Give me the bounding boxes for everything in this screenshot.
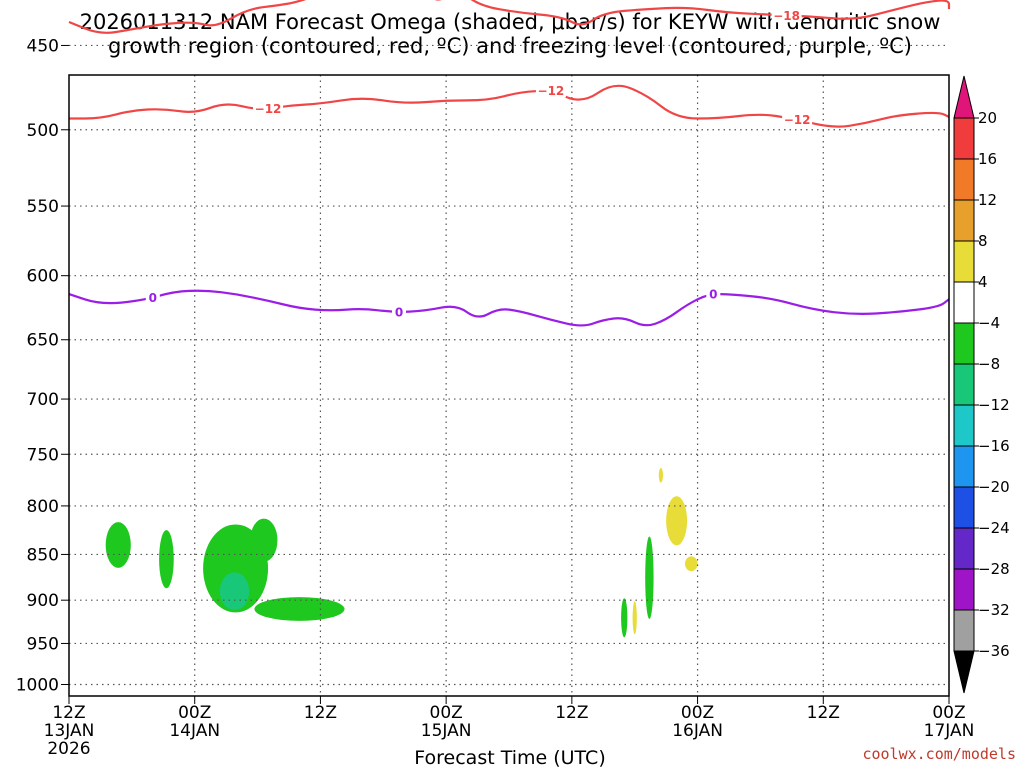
y-tick-label-800: 800: [27, 497, 59, 517]
colorbar-label-8: −16: [978, 437, 1010, 455]
colorbar-band-7: [953, 404, 975, 447]
x-tick-label-4-0: 12Z: [555, 703, 588, 723]
y-tick-label-600: 600: [27, 267, 59, 287]
dgz-minus12-label-bg-0: [253, 100, 284, 116]
freezing-level-0-line: [68, 289, 950, 327]
y-tick-label-850: 850: [27, 545, 59, 565]
dgz-minus18-label-1: −18: [773, 9, 800, 23]
freezing-level-0-label-2: 0: [709, 288, 717, 302]
omega-region-0: [105, 522, 131, 568]
colorbar-label-0: 20: [978, 109, 997, 127]
y-tick-label-550: 550: [27, 197, 59, 217]
colorbar-band-2: [953, 199, 975, 242]
y-tick-label-500: 500: [27, 121, 59, 141]
colorbar-band-10: [953, 527, 975, 570]
freezing-level-0-label-1: 0: [395, 305, 403, 319]
x-tick-label-0-1: 13JAN: [44, 721, 95, 741]
credit-text: coolwx.com/models: [862, 745, 1016, 763]
colorbar-band-5: [953, 322, 975, 365]
x-tick-label-7-1: 17JAN: [924, 721, 975, 741]
x-tick-label-5-0: 00Z: [681, 703, 714, 723]
omega-region-1: [159, 530, 174, 589]
omega-region-5: [219, 572, 250, 611]
omega-region-10: [685, 556, 698, 572]
plot-frame: [68, 74, 950, 697]
colorbar-label-7: −12: [978, 396, 1010, 414]
colorbar-label-6: −8: [978, 355, 1000, 373]
omega-region-6: [621, 598, 628, 638]
colorbar-label-9: −20: [978, 478, 1010, 496]
x-tick-label-6-0: 12Z: [807, 703, 840, 723]
x-tick-label-0-2: 2026: [47, 739, 90, 759]
x-tick-label-7-0: 00Z: [932, 703, 965, 723]
y-tick-label-450: 450: [27, 36, 59, 56]
y-tick-label-950: 950: [27, 634, 59, 654]
colorbar-label-13: −36: [978, 642, 1010, 660]
omega-region-11: [658, 468, 664, 483]
colorbar-band-3: [953, 240, 975, 283]
chart-title-line1: 2026011312 NAM Forecast Omega (shaded, μ…: [80, 10, 941, 34]
dgz-minus18-label-bg-1: [771, 7, 802, 23]
dgz-minus12-label-bg-1: [535, 82, 566, 98]
freezing-level-0-label-bg-2: [706, 286, 721, 302]
colorbar-label-12: −32: [978, 601, 1010, 619]
colorbar-label-4: 4: [978, 273, 988, 291]
x-tick-label-3-0: 00Z: [430, 703, 463, 723]
y-axis-ticks: 2503003504004505005506006507007508008509…: [16, 36, 69, 696]
x-tick-label-0-0: 12Z: [52, 703, 85, 723]
y-tick-label-750: 750: [27, 445, 59, 465]
colorbar-label-11: −28: [978, 560, 1010, 578]
colorbar-label-5: −4: [978, 314, 1000, 332]
colorbar-label-1: 16: [978, 150, 997, 168]
colorbar: 20 16 12 8 4 −4 −8 −12 −16 −20 −24 −28 −32 −36: [953, 75, 1010, 694]
omega-region-9: [666, 496, 688, 546]
dgz-minus12-label-0: −12: [255, 102, 282, 116]
y-tick-label-1000: 1000: [16, 676, 59, 696]
colorbar-top-arrow: [953, 75, 975, 119]
freezing-level-0-label-bg-1: [392, 303, 406, 319]
colorbar-bottom-arrow: [953, 650, 975, 694]
x-tick-label-1-0: 00Z: [178, 703, 211, 723]
x-tick-label-2-0: 12Z: [304, 703, 337, 723]
freezing-level-0-label-bg-0: [145, 289, 160, 305]
x-tick-label-1-1: 14JAN: [169, 721, 220, 741]
omega-region-3: [254, 597, 345, 621]
omega-region-8: [632, 601, 637, 635]
colorbar-label-10: −24: [978, 519, 1010, 537]
x-tick-label-5-1: 16JAN: [672, 721, 723, 741]
colorbar-band-9: [953, 486, 975, 529]
dgz-minus12-label-2: −12: [784, 113, 811, 127]
y-tick-label-900: 900: [27, 591, 59, 611]
colorbar-band-12: [953, 609, 975, 652]
colorbar-band-4: [953, 281, 975, 324]
dgz-minus12-label-1: −12: [538, 84, 565, 98]
dgz-minus12-line: [69, 84, 950, 128]
dgz-minus12-label-bg-2: [782, 111, 813, 127]
y-tick-label-650: 650: [27, 331, 59, 351]
omega-region-7: [645, 536, 654, 619]
colorbar-band-11: [953, 568, 975, 611]
x-tick-label-3-1: 15JAN: [421, 721, 472, 741]
y-tick-label-700: 700: [27, 390, 59, 410]
colorbar-band-1: [953, 158, 975, 201]
omega-region-4: [250, 518, 278, 562]
colorbar-label-3: 8: [978, 232, 988, 250]
colorbar-band-8: [953, 445, 975, 488]
colorbar-label-2: 12: [978, 191, 997, 209]
x-axis-label: Forecast Time (UTC): [414, 747, 605, 768]
freezing-level-0-label-0: 0: [149, 291, 157, 305]
omega-shaded-regions: [105, 468, 698, 638]
colorbar-band-6: [953, 363, 975, 406]
colorbar-band-0: [953, 117, 975, 160]
plot-grid: [69, 44, 949, 696]
